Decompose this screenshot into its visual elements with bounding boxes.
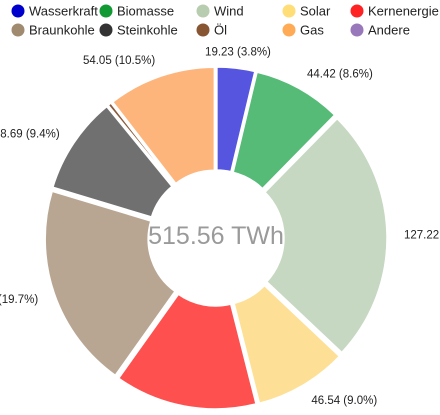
legend-label-braunkohle: Braunkohle xyxy=(29,23,95,38)
slice-kernenergie xyxy=(116,292,258,411)
legend-item-oel: Öl xyxy=(196,23,227,38)
legend-label-wind: Wind xyxy=(214,4,244,19)
legend-swatch-biomasse xyxy=(99,4,113,18)
legend-label-oel: Öl xyxy=(214,23,227,38)
legend-label-solar: Solar xyxy=(300,4,331,19)
slice-braunkohle xyxy=(43,189,177,378)
legend-label-gas: Gas xyxy=(300,23,324,38)
data-label-biomasse: 44.42 (8.6%) xyxy=(307,68,373,80)
legend-item-braunkohle: Braunkohle xyxy=(11,23,95,38)
data-label-braunkohle: 102.18 (19.7%) xyxy=(0,294,38,306)
legend-item-gas: Gas xyxy=(282,23,324,38)
slice-solar xyxy=(232,283,342,406)
legend-swatch-solar xyxy=(282,4,296,18)
legend-item-biomasse: Biomasse xyxy=(99,4,174,19)
legend-item-wind: Wind xyxy=(196,4,244,19)
legend-item-kernenergie: Kernenergie xyxy=(350,4,439,19)
total-label: 515.56 TWh xyxy=(148,222,284,250)
legend: Wasserkraft Biomasse Wind Solar Kernenergie B… xyxy=(11,4,439,38)
legend-label-kernenergie: Kernenergie xyxy=(368,4,439,19)
legend-label-wasserkraft: Wasserkraft xyxy=(29,4,98,19)
legend-label-andere: Andere xyxy=(368,23,410,38)
legend-swatch-steinkohle xyxy=(99,23,113,37)
legend-swatch-kernenergie xyxy=(350,4,364,18)
legend-label-steinkohle: Steinkohle xyxy=(117,23,178,38)
legend-item-solar: Solar xyxy=(282,4,331,19)
legend-item-andere: Andere xyxy=(350,23,410,38)
slice-biomasse xyxy=(231,70,337,191)
data-label-wasserkraft: 19.23 (3.8%) xyxy=(205,46,271,58)
legend-swatch-wasserkraft xyxy=(11,4,25,18)
slice-wind xyxy=(263,116,389,355)
legend-item-steinkohle: Steinkohle xyxy=(99,23,178,38)
data-label-wind: 127.22 (24.6%) xyxy=(404,229,440,241)
slice-labels: 19.23 (3.8%) 44.42 (8.6%) 127.22 (24.6%) 46… xyxy=(0,46,440,407)
legend-label-biomasse: Biomasse xyxy=(117,4,174,19)
data-label-steinkohle: 48.69 (9.4%) xyxy=(0,129,60,141)
data-label-gas: 54.05 (10.5%) xyxy=(83,55,155,67)
legend-item-wasserkraft: Wasserkraft xyxy=(11,4,98,19)
legend-swatch-andere xyxy=(350,23,364,37)
legend-swatch-wind xyxy=(196,4,210,18)
slice-wasserkraft xyxy=(215,65,257,174)
legend-swatch-gas xyxy=(282,23,296,37)
legend-swatch-braunkohle xyxy=(11,23,25,37)
legend-swatch-oel xyxy=(196,23,210,37)
pie-slices xyxy=(43,65,389,411)
data-label-solar: 46.54 (9.0%) xyxy=(311,395,377,407)
slice-gas xyxy=(110,65,217,186)
